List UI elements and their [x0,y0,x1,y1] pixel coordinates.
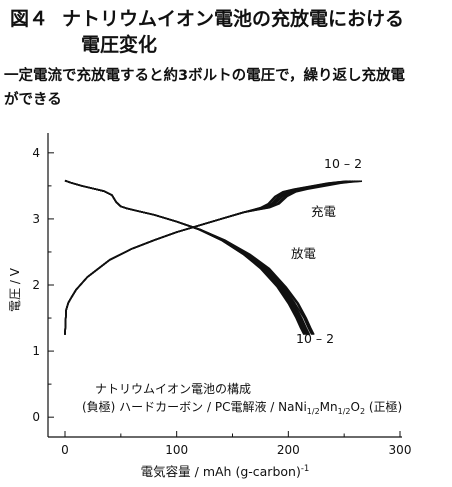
discharge-curves [64,179,315,335]
y-axis-label: 電圧 / V [8,267,22,312]
x-tick-label: 300 [389,443,412,457]
charge-curves [64,180,363,335]
y-tick-label: 0 [32,410,40,424]
x-axis-label: 電気容量 / mAh (g-carbon)-1 [141,464,310,479]
x-tick-label: 0 [61,443,69,457]
x-axis-label-text: 電気容量 / mAh (g-carbon) [141,464,301,479]
discharge-label: 放電 [291,246,317,261]
legend-part-c: O [351,400,360,414]
y-tick-label: 4 [32,146,40,160]
legend-sub-2: 1/2 [338,407,351,416]
cycle-label-top: 10 – 2 [324,156,362,171]
figure-subtitle: 一定電流で充放電すると約3ボルトの電圧で，繰り返し充放電 ができる [4,64,452,112]
x-axis-label-superscript: -1 [301,464,309,474]
axis-ticks: 0 1 2 3 4 0 100 200 300 [32,146,411,457]
charge-label: 充電 [311,204,337,219]
cycle-label-bottom: 10 – 2 [296,331,334,346]
x-tick-label: 200 [277,443,300,457]
legend-part-b: Mn [320,400,338,414]
figure-title-line1: ナトリウムイオン電池の充放電における [62,8,405,30]
legend-sub-1: 1/2 [307,407,320,416]
y-tick-label: 3 [32,212,40,226]
figure-number: 図４ [10,8,49,30]
legend-part-d: (正極) [365,399,402,414]
legend-line1: ナトリウムイオン電池の構成 [95,382,251,396]
legend-sub-3: 2 [360,407,365,416]
figure-title: 図４ ナトリウムイオン電池の充放電における 電圧変化 [10,6,450,58]
y-tick-label: 2 [32,278,40,292]
figure-title-line2: 電圧変化 [81,34,158,56]
y-tick-label: 1 [32,344,40,358]
figure-subtitle-line2: ができる [4,92,62,108]
x-tick-label: 100 [165,443,188,457]
figure-subtitle-line1: 一定電流で充放電すると約3ボルトの電圧で，繰り返し充放電 [4,68,406,84]
discharge-curve [64,179,315,335]
legend-part-a: (負極) ハードカーボン / PC電解液 / NaNi [82,399,307,414]
charge-curve [64,180,363,335]
voltage-curves [64,179,363,335]
legend-line2: (負極) ハードカーボン / PC電解液 / NaNi1/2Mn1/2O2 (正… [82,399,402,416]
